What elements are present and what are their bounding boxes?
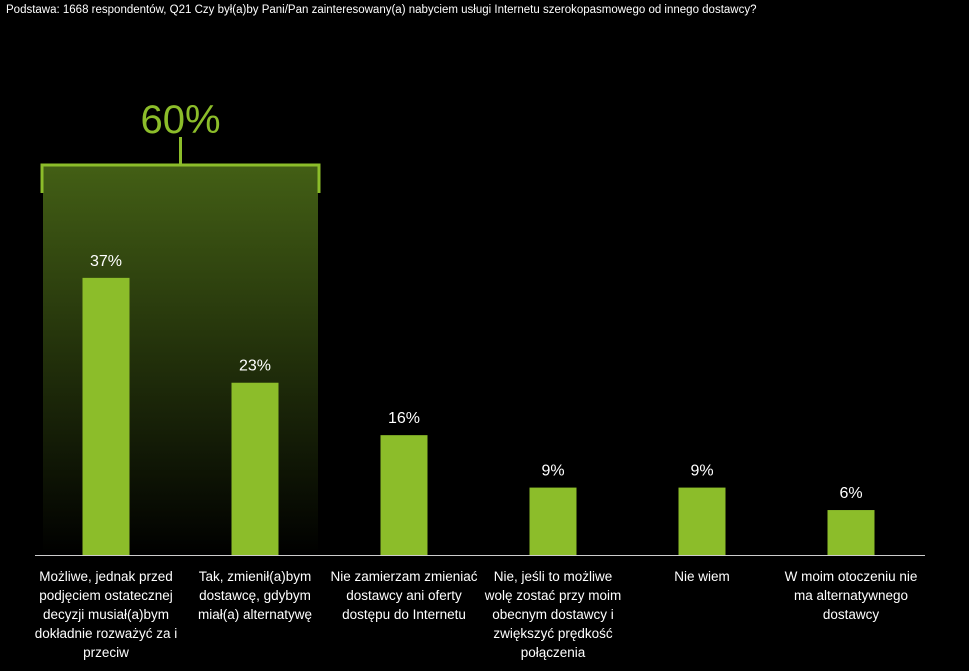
bar	[827, 510, 875, 555]
bar	[380, 435, 428, 555]
category-label: W moim otoczeniu nie ma alternatywnego d…	[784, 569, 918, 622]
bar	[82, 277, 130, 555]
data-label: 37%	[90, 253, 122, 270]
data-label: 6%	[839, 485, 862, 502]
bar	[529, 487, 577, 555]
category-label: Nie, jeśli to możliwe wolę zostać przy m…	[484, 569, 622, 660]
category-label: Tak, zmienił(a)bym dostawcę, gdybym miał…	[197, 569, 313, 622]
annotation-label: 60%	[140, 98, 220, 142]
bar	[678, 487, 726, 555]
bracket	[40, 137, 321, 193]
bar	[231, 382, 279, 555]
category-label: Możliwe, jednak przed podjęciem ostatecz…	[34, 569, 178, 660]
data-label: 9%	[541, 463, 564, 480]
data-label: 9%	[690, 463, 713, 480]
category-label: Nie wiem	[674, 569, 730, 584]
category-label: Nie zamierzam zmieniać dostawcy ani ofer…	[330, 569, 478, 622]
chart-subtitle: Podstawa: 1668 respondentów, Q21 Czy był…	[6, 4, 757, 16]
data-label: 16%	[388, 410, 420, 427]
data-label: 23%	[239, 358, 271, 375]
